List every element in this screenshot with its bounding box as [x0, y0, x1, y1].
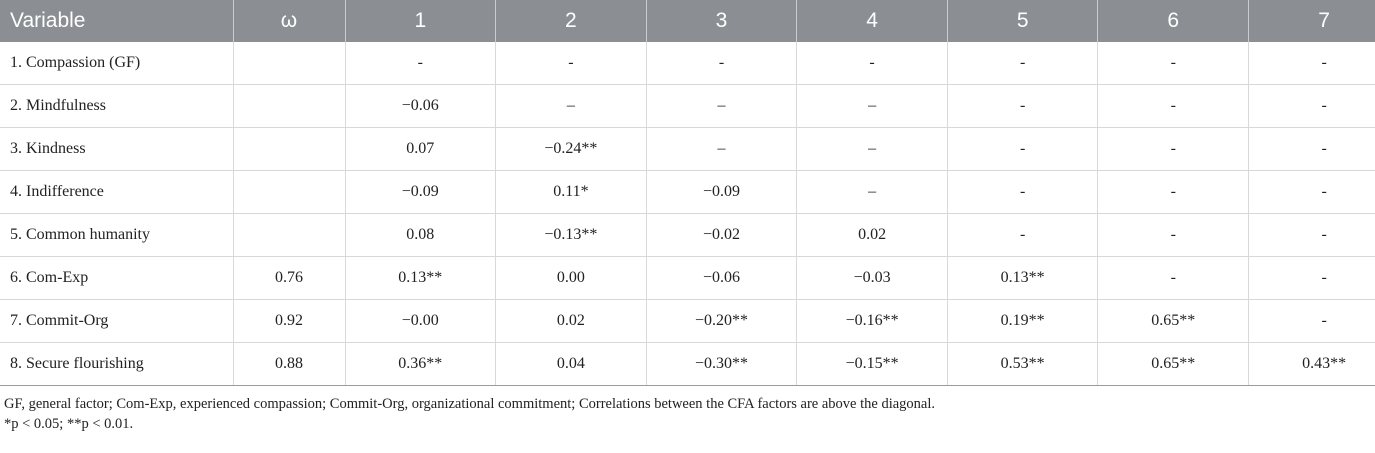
table-cell: 0.00 — [495, 256, 647, 300]
table-cell: - — [1248, 42, 1375, 85]
table-cell: 0.04 — [495, 342, 647, 386]
header-col-3: 3 — [646, 0, 798, 42]
table-row: 5. Common humanity 0.08 −0.13** −0.02 0.… — [0, 213, 1375, 257]
table-cell: 0.65** — [1097, 299, 1250, 343]
omega-cell — [233, 127, 346, 171]
table-cell: - — [796, 42, 948, 85]
table-cell: – — [796, 127, 948, 171]
table-cell: – — [646, 84, 798, 128]
table-cell: – — [646, 127, 798, 171]
table-row: 7. Commit-Org 0.92 −0.00 0.02 −0.20** −0… — [0, 299, 1375, 343]
table-cell: −0.06 — [646, 256, 798, 300]
omega-cell: 0.92 — [233, 299, 346, 343]
table-row: 8. Secure flourishing 0.88 0.36** 0.04 −… — [0, 342, 1375, 386]
table-cell: – — [495, 84, 647, 128]
table-cell: - — [646, 42, 798, 85]
header-col-2: 2 — [495, 0, 647, 42]
table-row: 3. Kindness 0.07 −0.24** – – - - - — [0, 127, 1375, 171]
table-cell: - — [1097, 170, 1250, 214]
table-cell: - — [1097, 42, 1250, 85]
header-col-5: 5 — [947, 0, 1099, 42]
correlation-table-figure: Variable ω 1 2 3 4 5 6 7 1. Compassion (… — [0, 0, 1375, 434]
header-variable: Variable — [0, 0, 234, 42]
table-cell: 0.36** — [345, 342, 497, 386]
table-cell: - — [1248, 170, 1375, 214]
table-cell: −0.16** — [796, 299, 948, 343]
table-cell: - — [947, 42, 1099, 85]
table-cell: 0.13** — [947, 256, 1099, 300]
table-cell: - — [1097, 213, 1250, 257]
header-col-7: 7 — [1248, 0, 1375, 42]
omega-cell — [233, 170, 346, 214]
header-col-4: 4 — [796, 0, 948, 42]
table-cell: - — [1097, 127, 1250, 171]
table-cell: – — [796, 170, 948, 214]
header-col-6: 6 — [1097, 0, 1250, 42]
omega-cell — [233, 42, 346, 85]
table-footnotes: GF, general factor; Com-Exp, experienced… — [0, 386, 1375, 434]
footnote-significance: *p < 0.05; **p < 0.01. — [4, 416, 134, 432]
row-label: 8. Secure flourishing — [0, 342, 234, 386]
table-cell: - — [947, 84, 1099, 128]
header-omega: ω — [233, 0, 346, 42]
table-cell: −0.02 — [646, 213, 798, 257]
header-col-1: 1 — [345, 0, 497, 42]
table-row: 1. Compassion (GF) - - - - - - - — [0, 42, 1375, 85]
table-row: 2. Mindfulness −0.06 – – – - - - — [0, 84, 1375, 128]
table-cell: −0.30** — [646, 342, 798, 386]
table-cell: −0.20** — [646, 299, 798, 343]
table-cell: - — [1097, 84, 1250, 128]
table-cell: −0.06 — [345, 84, 497, 128]
table-cell: −0.00 — [345, 299, 497, 343]
table-cell: 0.13** — [345, 256, 497, 300]
table-cell: - — [947, 127, 1099, 171]
table-cell: - — [1248, 256, 1375, 300]
table-cell: 0.02 — [495, 299, 647, 343]
table-cell: - — [947, 213, 1099, 257]
row-label: 1. Compassion (GF) — [0, 42, 234, 85]
table-cell: 0.19** — [947, 299, 1099, 343]
row-label: 2. Mindfulness — [0, 84, 234, 128]
table-cell: −0.09 — [646, 170, 798, 214]
table-row: 4. Indifference −0.09 0.11* −0.09 – - - … — [0, 170, 1375, 214]
table-row: 6. Com-Exp 0.76 0.13** 0.00 −0.06 −0.03 … — [0, 256, 1375, 300]
table-cell: 0.53** — [947, 342, 1099, 386]
omega-cell — [233, 213, 346, 257]
table-cell: - — [1097, 256, 1250, 300]
row-label: 5. Common humanity — [0, 213, 234, 257]
table-cell: - — [1248, 127, 1375, 171]
table-cell: - — [1248, 213, 1375, 257]
table-cell: −0.09 — [345, 170, 497, 214]
correlation-table: Variable ω 1 2 3 4 5 6 7 1. Compassion (… — [0, 0, 1375, 386]
table-cell: 0.02 — [796, 213, 948, 257]
footnote-abbreviations: GF, general factor; Com-Exp, experienced… — [4, 396, 936, 412]
table-cell: −0.13** — [495, 213, 647, 257]
omega-cell: 0.88 — [233, 342, 346, 386]
row-label: 6. Com-Exp — [0, 256, 234, 300]
row-label: 7. Commit-Org — [0, 299, 234, 343]
row-label: 4. Indifference — [0, 170, 234, 214]
table-cell: - — [947, 170, 1099, 214]
table-cell: - — [345, 42, 497, 85]
table-cell: −0.15** — [796, 342, 948, 386]
table-cell: - — [1248, 299, 1375, 343]
table-cell: −0.03 — [796, 256, 948, 300]
omega-cell: 0.76 — [233, 256, 346, 300]
table-cell: 0.11* — [495, 170, 647, 214]
omega-cell — [233, 84, 346, 128]
table-cell: −0.24** — [495, 127, 647, 171]
table-cell: 0.07 — [345, 127, 497, 171]
table-cell: 0.43** — [1248, 342, 1375, 386]
table-cell: - — [1248, 84, 1375, 128]
row-label: 3. Kindness — [0, 127, 234, 171]
header-row: Variable ω 1 2 3 4 5 6 7 — [0, 0, 1375, 42]
table-cell: - — [495, 42, 647, 85]
table-cell: 0.08 — [345, 213, 497, 257]
table-cell: – — [796, 84, 948, 128]
table-cell: 0.65** — [1097, 342, 1250, 386]
